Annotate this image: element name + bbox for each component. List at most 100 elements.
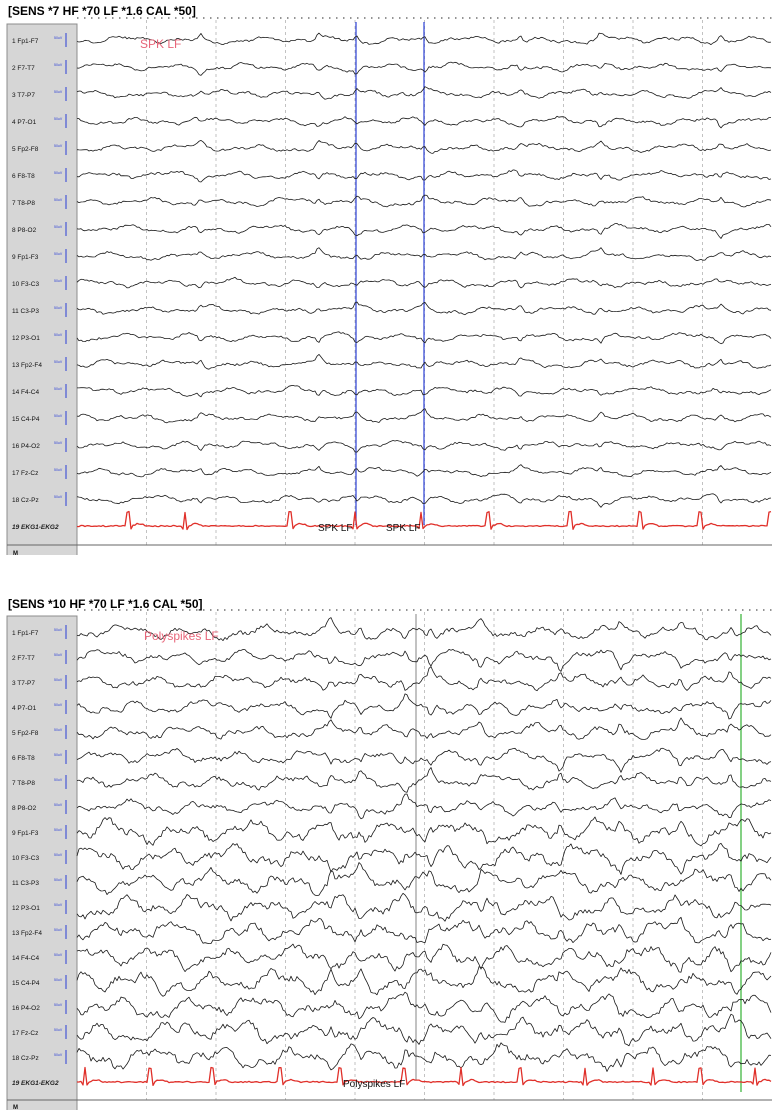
marker-caption[interactable]: Polyspikes LF	[343, 1079, 405, 1090]
channel-label[interactable]: 14 F4-C4	[12, 389, 39, 396]
channel-label[interactable]: 7 T8-P8	[12, 780, 35, 787]
calibration-label: 50uV	[54, 144, 63, 148]
eeg-trace[interactable]	[76, 223, 772, 239]
eeg-trace[interactable]	[76, 966, 772, 997]
channel-label[interactable]: 3 T7-P7	[12, 92, 35, 99]
eeg-trace[interactable]	[77, 385, 772, 398]
eeg-trace[interactable]	[76, 916, 772, 944]
marker-caption[interactable]: SPK LF	[386, 523, 420, 534]
ekg-trace[interactable]	[76, 510, 772, 531]
eeg-trace[interactable]	[76, 32, 772, 45]
channel-label[interactable]: 15 C4-P4	[12, 980, 40, 987]
channel-label[interactable]: 18 Cz-Pz	[12, 1055, 39, 1062]
calibration-label: 50uV	[54, 903, 63, 907]
eeg-trace[interactable]	[76, 140, 772, 154]
eeg-trace-area[interactable]: 1 Fp1-F7 50uV 2 F7-T7 50uV 3 T7-P7 50uV 4 P7-O…	[0, 592, 780, 1110]
calibration-label: 50uV	[54, 653, 63, 657]
ekg-trace[interactable]	[77, 1066, 772, 1087]
eeg-trace[interactable]	[76, 408, 772, 424]
channel-label[interactable]: 9 Fp1-F3	[12, 830, 39, 837]
calibration-label: 50uV	[54, 90, 63, 94]
eeg-trace[interactable]	[76, 617, 772, 641]
calibration-label: 50uV	[54, 853, 63, 857]
eeg-trace[interactable]	[76, 943, 772, 973]
eeg-trace[interactable]	[76, 767, 772, 793]
channel-label[interactable]: 1 Fp1-F7	[12, 38, 39, 45]
eeg-trace[interactable]	[76, 666, 772, 692]
channel-label[interactable]: 4 P7-O1	[12, 119, 37, 126]
calibration-label: 50uV	[54, 978, 63, 982]
annotation-label[interactable]: SPK LF	[140, 37, 181, 51]
eeg-trace[interactable]	[76, 169, 772, 183]
eeg-trace[interactable]	[76, 747, 772, 773]
channel-label[interactable]: 2 F7-T7	[12, 65, 35, 72]
eeg-trace[interactable]	[76, 194, 772, 208]
eeg-trace[interactable]	[76, 440, 772, 453]
channel-label[interactable]: 8 P8-O2	[12, 805, 37, 812]
eeg-trace[interactable]	[76, 354, 772, 370]
eeg-trace[interactable]	[76, 493, 772, 508]
eeg-trace[interactable]	[76, 842, 772, 875]
eeg-trace[interactable]	[76, 86, 772, 100]
channel-label[interactable]: 6 F8-T8	[12, 755, 35, 762]
channel-label[interactable]: 17 Fz-Cz	[12, 1030, 38, 1037]
eeg-trace[interactable]	[76, 1013, 772, 1047]
eeg-trace[interactable]	[76, 816, 772, 847]
channel-label[interactable]: 12 P3-O1	[12, 905, 40, 912]
calibration-label: 50uV	[54, 1003, 63, 1007]
channel-label[interactable]: 8 P8-O2	[12, 227, 37, 234]
channel-label[interactable]: 19 EKG1-EKG2	[12, 524, 59, 531]
channel-label[interactable]: 9 Fp1-F3	[12, 254, 39, 261]
channel-label[interactable]: 10 F3-C3	[12, 855, 39, 862]
channel-label[interactable]: 11 C3-P3	[12, 308, 39, 315]
eeg-trace[interactable]	[76, 247, 772, 261]
calibration-label: 50uV	[54, 36, 63, 40]
eeg-trace[interactable]	[76, 991, 772, 1023]
channel-label[interactable]: 3 T7-P7	[12, 680, 35, 687]
annotation-label[interactable]: Polyspikes LF	[144, 629, 219, 643]
marker-caption[interactable]: SPK LF	[318, 523, 352, 534]
eeg-trace[interactable]	[76, 862, 772, 896]
channel-label[interactable]: 5 Fp2-F8	[12, 730, 39, 737]
channel-label[interactable]: 14 F4-C4	[12, 955, 39, 962]
channel-label[interactable]: 18 Cz-Pz	[12, 497, 39, 504]
eeg-trace[interactable]	[76, 892, 772, 922]
eeg-trace[interactable]	[76, 331, 772, 345]
eeg-trace[interactable]	[76, 1042, 772, 1072]
channel-label[interactable]: 1 Fp1-F7	[12, 630, 39, 637]
eeg-trace[interactable]	[76, 301, 772, 316]
eeg-trace[interactable]	[76, 717, 772, 740]
channel-label[interactable]: 16 P4-O2	[12, 1005, 40, 1012]
channel-label[interactable]: 6 F8-T8	[12, 173, 35, 180]
channel-label[interactable]: 15 C4-P4	[12, 416, 40, 423]
channel-label[interactable]: 19 EKG1-EKG2	[12, 1080, 59, 1087]
channel-label[interactable]: 17 Fz-Cz	[12, 470, 38, 477]
calibration-label: 50uV	[54, 703, 63, 707]
eeg-trace[interactable]	[76, 115, 771, 129]
calibration-label: 50uV	[54, 778, 63, 782]
channel-label[interactable]: 12 P3-O1	[12, 335, 40, 342]
eeg-trace[interactable]	[76, 276, 772, 289]
channel-label[interactable]: 10 F3-C3	[12, 281, 39, 288]
channel-sidebar	[6, 23, 78, 555]
calibration-label: 50uV	[54, 953, 63, 957]
channel-label[interactable]: 13 Fp2-F4	[12, 362, 42, 369]
eeg-trace-area[interactable]: 1 Fp1-F7 50uV 2 F7-T7 50uV 3 T7-P7 50uV 4 P7-O…	[0, 0, 780, 555]
calibration-label: 50uV	[54, 828, 63, 832]
eeg-panel-1: [SENS *7 HF *70 LF *1.6 CAL *50] 1 Fp1-F…	[0, 0, 780, 555]
eeg-trace[interactable]	[76, 61, 772, 76]
channel-label[interactable]: 11 C3-P3	[12, 880, 39, 887]
channel-label[interactable]: 13 Fp2-F4	[12, 930, 42, 937]
montage-settings-header: [SENS *7 HF *70 LF *1.6 CAL *50]	[8, 4, 196, 18]
channel-label[interactable]: 4 P7-O1	[12, 705, 37, 712]
channel-label[interactable]: 7 T8-P8	[12, 200, 35, 207]
channel-label[interactable]: 2 F7-T7	[12, 655, 35, 662]
eeg-trace[interactable]	[76, 693, 772, 720]
channel-label[interactable]: 16 P4-O2	[12, 443, 40, 450]
channel-label[interactable]: 5 Fp2-F8	[12, 146, 39, 153]
channel-sidebar	[6, 615, 78, 1110]
eeg-trace[interactable]	[76, 793, 772, 820]
eeg-trace[interactable]	[76, 464, 772, 478]
calibration-label: 50uV	[54, 360, 63, 364]
eeg-trace[interactable]	[76, 649, 772, 672]
